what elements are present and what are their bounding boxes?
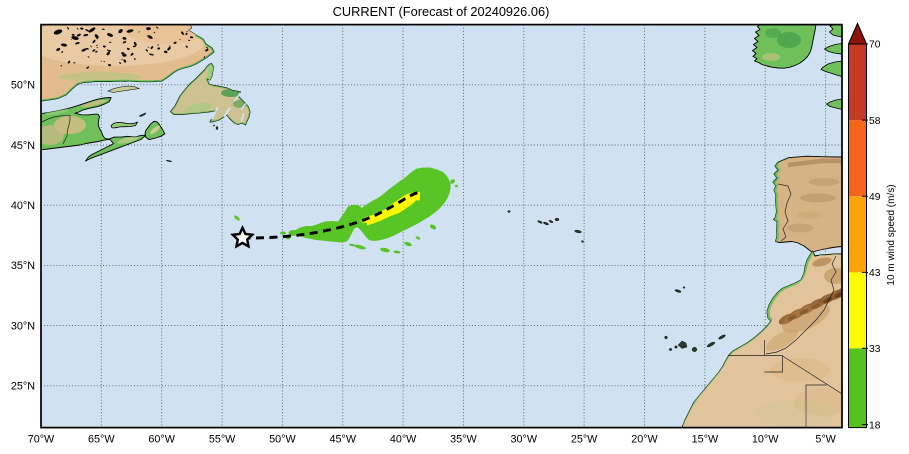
svg-text:70: 70 [869,40,881,51]
svg-text:CURRENT (Forecast of 20240926.: CURRENT (Forecast of 20240926.06) [333,4,550,19]
svg-text:10°W: 10°W [752,434,779,446]
svg-text:25°N: 25°N [11,381,35,393]
svg-text:35°W: 35°W [450,434,477,446]
svg-text:55°W: 55°W [209,434,236,446]
svg-text:20°W: 20°W [631,434,658,446]
svg-text:45°N: 45°N [11,140,35,152]
svg-text:58: 58 [869,116,881,127]
svg-text:25°W: 25°W [571,434,598,446]
svg-text:45°W: 45°W [330,434,357,446]
svg-text:15°W: 15°W [692,434,719,446]
svg-text:43: 43 [869,268,881,279]
svg-text:18: 18 [869,420,881,431]
svg-text:33: 33 [869,344,881,355]
svg-text:50°N: 50°N [11,80,35,92]
svg-text:35°N: 35°N [11,260,35,272]
svg-text:10 m wind speed (m/s): 10 m wind speed (m/s) [886,184,897,285]
svg-text:5°W: 5°W [815,434,836,446]
svg-text:49: 49 [869,192,881,203]
svg-text:40°W: 40°W [390,434,417,446]
svg-text:60°W: 60°W [148,434,175,446]
svg-text:40°N: 40°N [11,200,35,212]
svg-text:70°W: 70°W [28,434,55,446]
svg-text:30°W: 30°W [511,434,538,446]
svg-text:65°W: 65°W [88,434,115,446]
svg-text:50°W: 50°W [269,434,296,446]
svg-text:30°N: 30°N [11,320,35,332]
